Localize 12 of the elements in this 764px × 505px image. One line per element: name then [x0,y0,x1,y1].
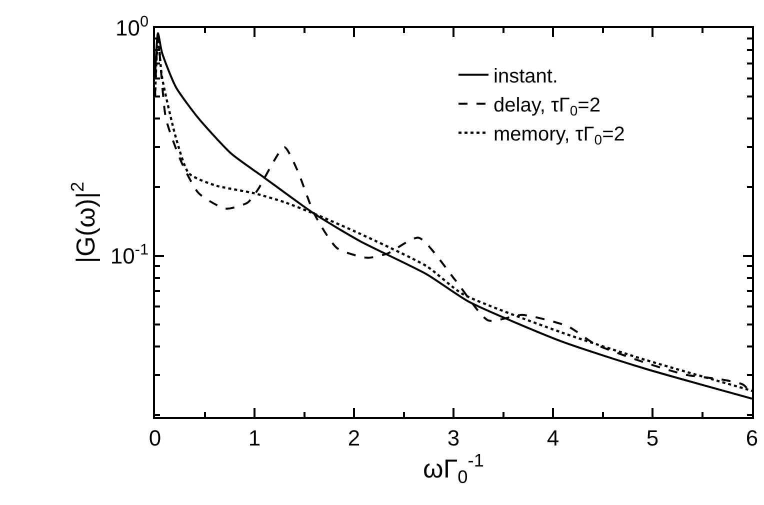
legend-label: delay, τΓ$_{0}$=2 [494,94,600,119]
x-tick-label: 2 [348,425,360,450]
x-tick-label: 6 [746,425,758,450]
x-tick-label: 1 [248,425,261,450]
x-tick-label: 4 [546,425,560,450]
x-tick-label: 0 [148,425,162,450]
y-tick-label: 10$^{-1}$ [110,241,149,268]
x-tick-label: 3 [447,425,460,450]
legend-label: memory, τΓ$_{0}$=2 [494,124,625,148]
y-tick-label: 10$^{0}$ [116,13,149,41]
legend-label: instant. [494,66,558,88]
x-tick-label: 5 [646,425,659,450]
